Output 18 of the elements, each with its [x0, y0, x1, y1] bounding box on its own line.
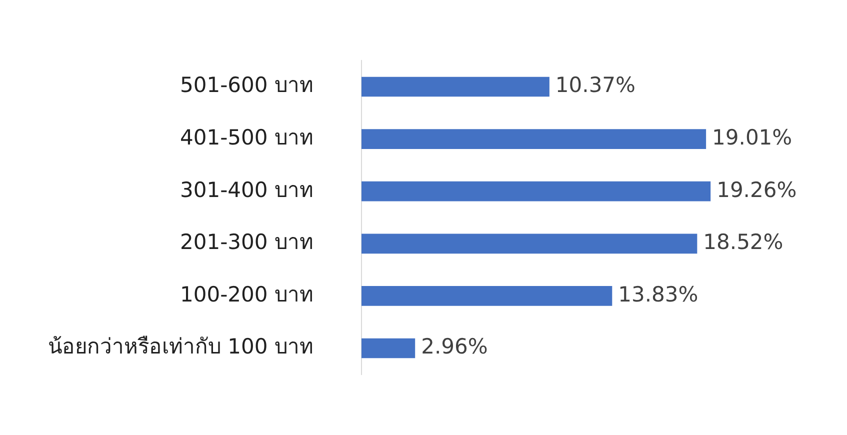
y-tick-label: 201-300 บาท — [180, 230, 314, 254]
bar — [361, 338, 416, 358]
bar — [361, 234, 698, 254]
data-label: 18.52% — [703, 230, 784, 254]
bar — [361, 129, 706, 149]
y-tick-label: 301-400 บาท — [180, 178, 314, 202]
y-tick-label: น้อยกว่าหรือเท่ากับ 100 บาท — [48, 334, 314, 359]
data-label: 19.26% — [716, 178, 797, 202]
bar — [361, 181, 711, 202]
y-tick-label: 501-600 บาท — [180, 73, 314, 98]
data-label: 19.01% — [712, 126, 792, 150]
bar — [361, 286, 612, 306]
data-label: 2.96% — [421, 334, 488, 359]
data-label: 10.37% — [555, 73, 636, 98]
data-label: 13.83% — [618, 282, 698, 306]
y-tick-label: 100-200 บาท — [180, 282, 314, 306]
bar — [361, 76, 550, 97]
y-tick-label: 401-500 บาท — [180, 126, 314, 150]
